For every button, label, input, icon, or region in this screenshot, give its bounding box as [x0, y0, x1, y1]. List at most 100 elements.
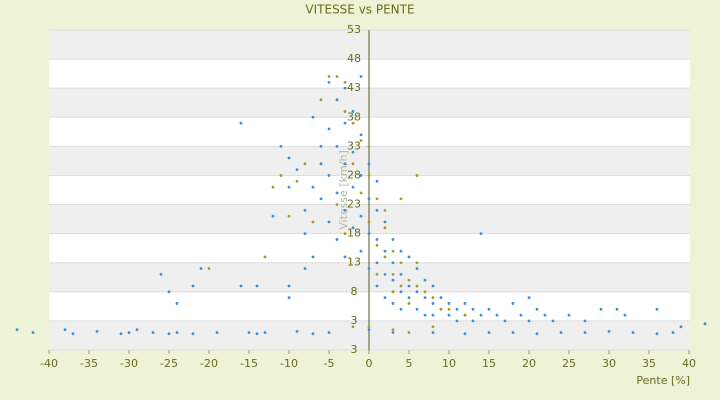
- point: [511, 331, 515, 334]
- point: [407, 284, 411, 288]
- point: [167, 332, 171, 336]
- point: [175, 331, 179, 334]
- point: [383, 272, 387, 276]
- point: [623, 313, 627, 317]
- point: [15, 328, 19, 332]
- point: [207, 267, 211, 270]
- point: [431, 302, 435, 305]
- point: [423, 290, 427, 294]
- point: [151, 331, 155, 334]
- point: [343, 86, 347, 90]
- point: [375, 284, 379, 288]
- point: [119, 332, 123, 336]
- x-tick-label: 0: [366, 357, 373, 370]
- point: [415, 284, 419, 288]
- point: [327, 331, 331, 334]
- point: [415, 261, 419, 265]
- point: [543, 313, 547, 317]
- point: [535, 332, 539, 336]
- point: [551, 319, 555, 323]
- point: [599, 307, 603, 311]
- point: [335, 203, 339, 206]
- point: [135, 328, 139, 332]
- point: [351, 162, 355, 166]
- point: [415, 174, 419, 177]
- point: [407, 296, 411, 300]
- point: [415, 290, 419, 294]
- x-tick-label: -10: [280, 357, 298, 370]
- point: [239, 121, 243, 125]
- x-tick-label: 20: [522, 357, 536, 370]
- point: [359, 133, 363, 137]
- point: [519, 313, 523, 317]
- point: [255, 284, 259, 288]
- x-axis-label: Pente [%]: [636, 374, 690, 387]
- x-tick-label: -35: [80, 357, 98, 370]
- point: [279, 144, 283, 148]
- point: [319, 197, 323, 201]
- point: [583, 319, 587, 323]
- point: [71, 332, 75, 336]
- point: [399, 272, 403, 276]
- point: [367, 197, 371, 201]
- point: [399, 290, 403, 294]
- point: [447, 307, 451, 311]
- x-tick-label: -30: [120, 357, 138, 370]
- point: [327, 174, 331, 177]
- point: [319, 98, 323, 102]
- point: [343, 121, 347, 125]
- point: [383, 249, 387, 253]
- point: [167, 290, 171, 294]
- point: [359, 75, 363, 78]
- point: [407, 278, 411, 282]
- point: [359, 249, 363, 253]
- point: [479, 313, 483, 317]
- point: [671, 331, 675, 334]
- point: [343, 110, 347, 113]
- x-tick-label: -5: [324, 357, 335, 370]
- point: [391, 249, 395, 253]
- point: [263, 255, 267, 259]
- point: [351, 185, 355, 189]
- point: [303, 267, 307, 270]
- point: [407, 331, 411, 334]
- x-tick-label: -15: [240, 357, 258, 370]
- point: [287, 185, 291, 189]
- x-tick-label: 30: [602, 357, 616, 370]
- point: [191, 332, 195, 336]
- point: [359, 191, 363, 195]
- point: [383, 255, 387, 259]
- y-axis-label: Vitesse [km/h]: [337, 150, 350, 230]
- point: [439, 307, 443, 311]
- point: [367, 220, 371, 224]
- point: [239, 284, 243, 288]
- point: [631, 331, 635, 334]
- x-tick-label: -25: [160, 357, 178, 370]
- point: [391, 278, 395, 282]
- point: [295, 329, 299, 333]
- point: [375, 208, 379, 212]
- point: [375, 261, 379, 265]
- y-tick-label: 28: [347, 168, 361, 181]
- point: [367, 232, 371, 236]
- point: [351, 110, 355, 113]
- y-tick-label: 8: [351, 285, 358, 298]
- point: [679, 325, 683, 329]
- point: [343, 255, 347, 259]
- point: [311, 332, 315, 336]
- point: [327, 220, 331, 224]
- point: [279, 174, 283, 177]
- point: [335, 238, 339, 241]
- y-tick-label: 13: [347, 256, 361, 269]
- chart-title: VITESSE vs PENTE: [305, 3, 414, 17]
- point: [63, 328, 67, 332]
- point: [655, 307, 659, 311]
- x-tick-label: 25: [562, 357, 576, 370]
- point: [343, 80, 347, 84]
- point: [367, 174, 371, 177]
- point: [511, 302, 515, 305]
- point: [263, 331, 267, 334]
- point: [303, 162, 307, 166]
- point: [343, 232, 347, 236]
